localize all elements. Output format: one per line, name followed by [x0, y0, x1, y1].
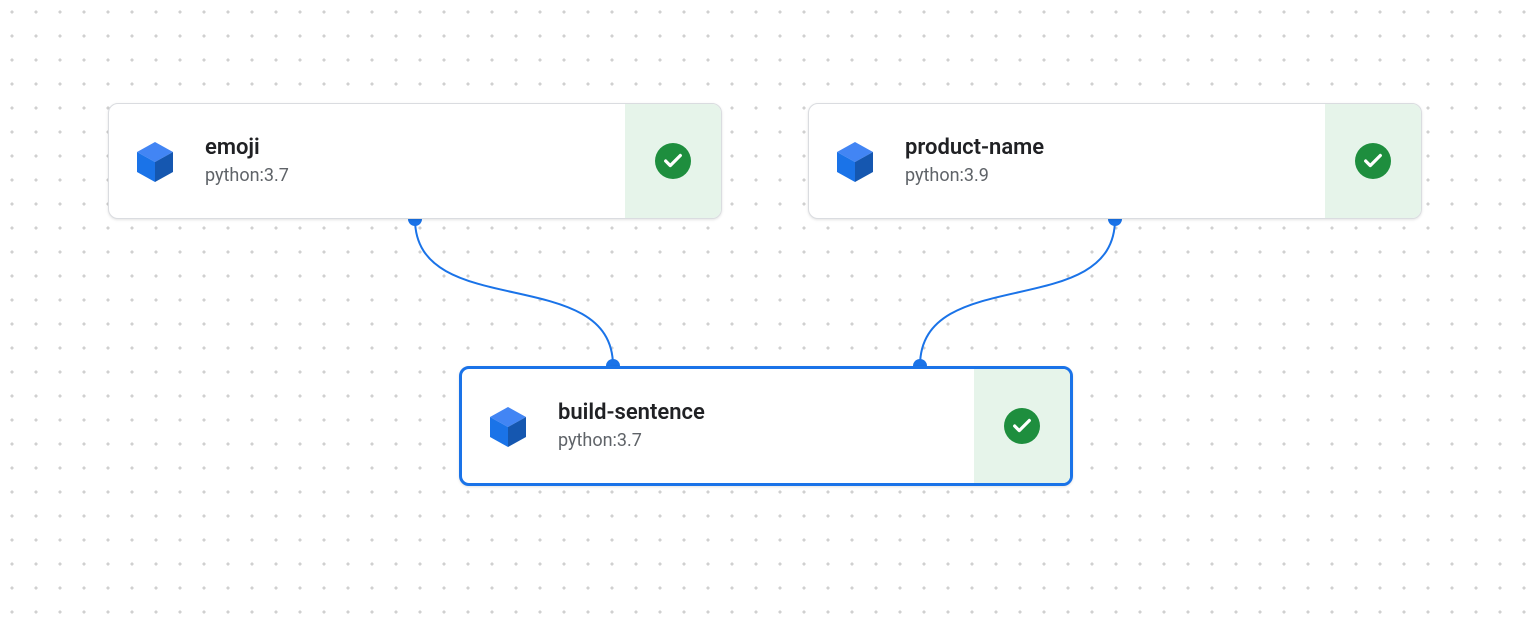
node-subtitle: python:3.7: [205, 165, 289, 187]
check-icon: [655, 143, 691, 179]
pipeline-node-emoji[interactable]: emoji python:3.7: [108, 103, 722, 219]
pipeline-canvas[interactable]: emoji python:3.7 product-name python:3.9: [0, 0, 1528, 624]
check-icon: [1355, 143, 1391, 179]
node-status: [974, 369, 1070, 483]
node-status: [1325, 104, 1421, 218]
edges-layer: [0, 0, 1528, 624]
edge-emoji-to-build-sentence: [415, 219, 613, 366]
pipeline-node-build-sentence[interactable]: build-sentence python:3.7: [459, 366, 1073, 486]
check-icon: [1004, 408, 1040, 444]
cube-icon: [486, 404, 530, 448]
pipeline-node-product-name[interactable]: product-name python:3.9: [808, 103, 1422, 219]
node-status: [625, 104, 721, 218]
node-main: build-sentence python:3.7: [462, 369, 974, 483]
cube-icon: [833, 139, 877, 183]
node-text: build-sentence python:3.7: [558, 400, 705, 452]
cube-icon: [133, 139, 177, 183]
node-title: build-sentence: [558, 400, 705, 426]
node-title: emoji: [205, 135, 289, 161]
node-title: product-name: [905, 135, 1044, 161]
node-subtitle: python:3.9: [905, 165, 1044, 187]
node-text: emoji python:3.7: [205, 135, 289, 187]
node-main: emoji python:3.7: [109, 104, 625, 218]
edge-product-name-to-build-sentence: [920, 219, 1115, 366]
node-text: product-name python:3.9: [905, 135, 1044, 187]
node-main: product-name python:3.9: [809, 104, 1325, 218]
node-subtitle: python:3.7: [558, 430, 705, 452]
